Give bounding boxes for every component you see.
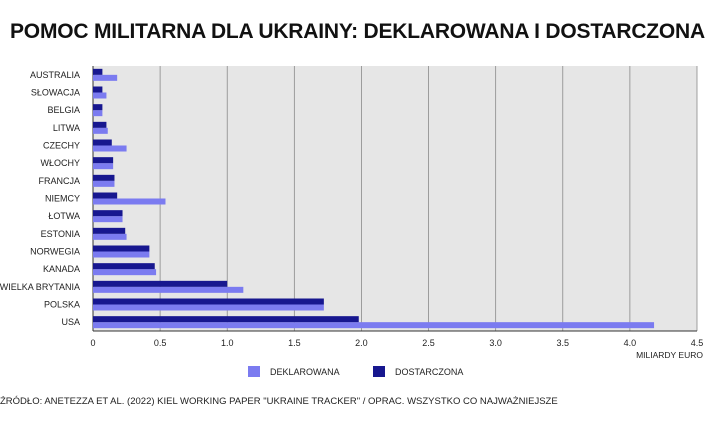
bar-deklarowana xyxy=(93,127,108,134)
bar-deklarowana xyxy=(93,110,103,117)
category-label: POLSKA xyxy=(44,300,80,310)
x-tick-label: 2.5 xyxy=(422,338,435,348)
x-tick-label: 3.0 xyxy=(489,338,502,348)
bar-deklarowana xyxy=(93,198,166,205)
bar-dostarczona xyxy=(93,68,103,75)
category-label: USA xyxy=(61,317,80,327)
x-tick-label: 1.0 xyxy=(221,338,234,348)
bar-deklarowana xyxy=(93,269,157,276)
bar-dostarczona xyxy=(93,263,155,270)
category-label: NIEMCY xyxy=(45,194,80,204)
bar-dostarczona xyxy=(93,192,118,199)
x-tick-label: 1.5 xyxy=(288,338,301,348)
category-label: NORWEGIA xyxy=(30,247,80,257)
category-label: KANADA xyxy=(43,264,80,274)
bar-dostarczona xyxy=(93,104,103,111)
category-label: ŁOTWA xyxy=(48,211,80,221)
legend-dostarczona-label: DOSTARCZONA xyxy=(395,367,463,377)
chart: 0 0.5 1.0 1.5 2.0 2.5 3.0 3.5 4.0 4.5 MILIARDY EUR… xyxy=(0,66,704,377)
bar-dostarczona xyxy=(93,298,324,305)
category-label: ESTONIA xyxy=(41,229,80,239)
source-note: ŹRÓDŁO: ANETEZZA ET AL. (2022) KIEL WORK… xyxy=(0,396,558,407)
bar-deklarowana xyxy=(93,92,107,99)
bar-dostarczona xyxy=(93,86,103,93)
bar-deklarowana xyxy=(93,251,150,258)
bar-dostarczona xyxy=(93,157,114,164)
chart-title: POMOC MILITARNA DLA UKRAINY: DEKLAROWANA… xyxy=(10,20,705,43)
bar-deklarowana xyxy=(93,74,118,81)
category-label: CZECHY xyxy=(43,141,80,151)
legend-deklarowana-label: DEKLAROWANA xyxy=(270,367,340,377)
bar-dostarczona xyxy=(93,174,115,181)
legend-deklarowana-swatch xyxy=(248,366,260,377)
x-tick-label: 0.5 xyxy=(154,338,167,348)
bar-dostarczona xyxy=(93,210,123,217)
category-label: FRANCJA xyxy=(38,176,80,186)
x-tick-label: 4.0 xyxy=(624,338,637,348)
bar-deklarowana xyxy=(93,163,114,170)
category-label: WŁOCHY xyxy=(40,158,80,168)
bar-deklarowana xyxy=(93,322,655,329)
bar-deklarowana xyxy=(93,286,244,293)
bar-dostarczona xyxy=(93,245,150,252)
x-tick-label: 4.5 xyxy=(691,338,704,348)
x-tick-label: 0 xyxy=(90,338,95,348)
bar-dostarczona xyxy=(93,227,126,234)
bar-deklarowana xyxy=(93,304,324,311)
x-tick-label: 3.5 xyxy=(557,338,570,348)
bar-dostarczona xyxy=(93,316,359,323)
bar-dostarczona xyxy=(93,139,112,146)
category-label: BELGIA xyxy=(47,105,80,115)
bar-dostarczona xyxy=(93,121,107,128)
bar-deklarowana xyxy=(93,233,127,240)
legend-dostarczona-swatch xyxy=(373,366,385,377)
x-tick-label: 2.0 xyxy=(355,338,368,348)
category-label: SŁOWACJA xyxy=(31,88,80,98)
bar-deklarowana xyxy=(93,145,127,152)
bar-deklarowana xyxy=(93,216,123,223)
bar-deklarowana xyxy=(93,180,115,187)
category-label: LITWA xyxy=(53,123,80,133)
category-label: AUSTRALIA xyxy=(30,70,80,80)
category-label: WIELKA BRYTANIA xyxy=(0,282,80,292)
x-axis-label: MILIARDY EURO xyxy=(636,350,703,360)
bar-dostarczona xyxy=(93,280,228,287)
